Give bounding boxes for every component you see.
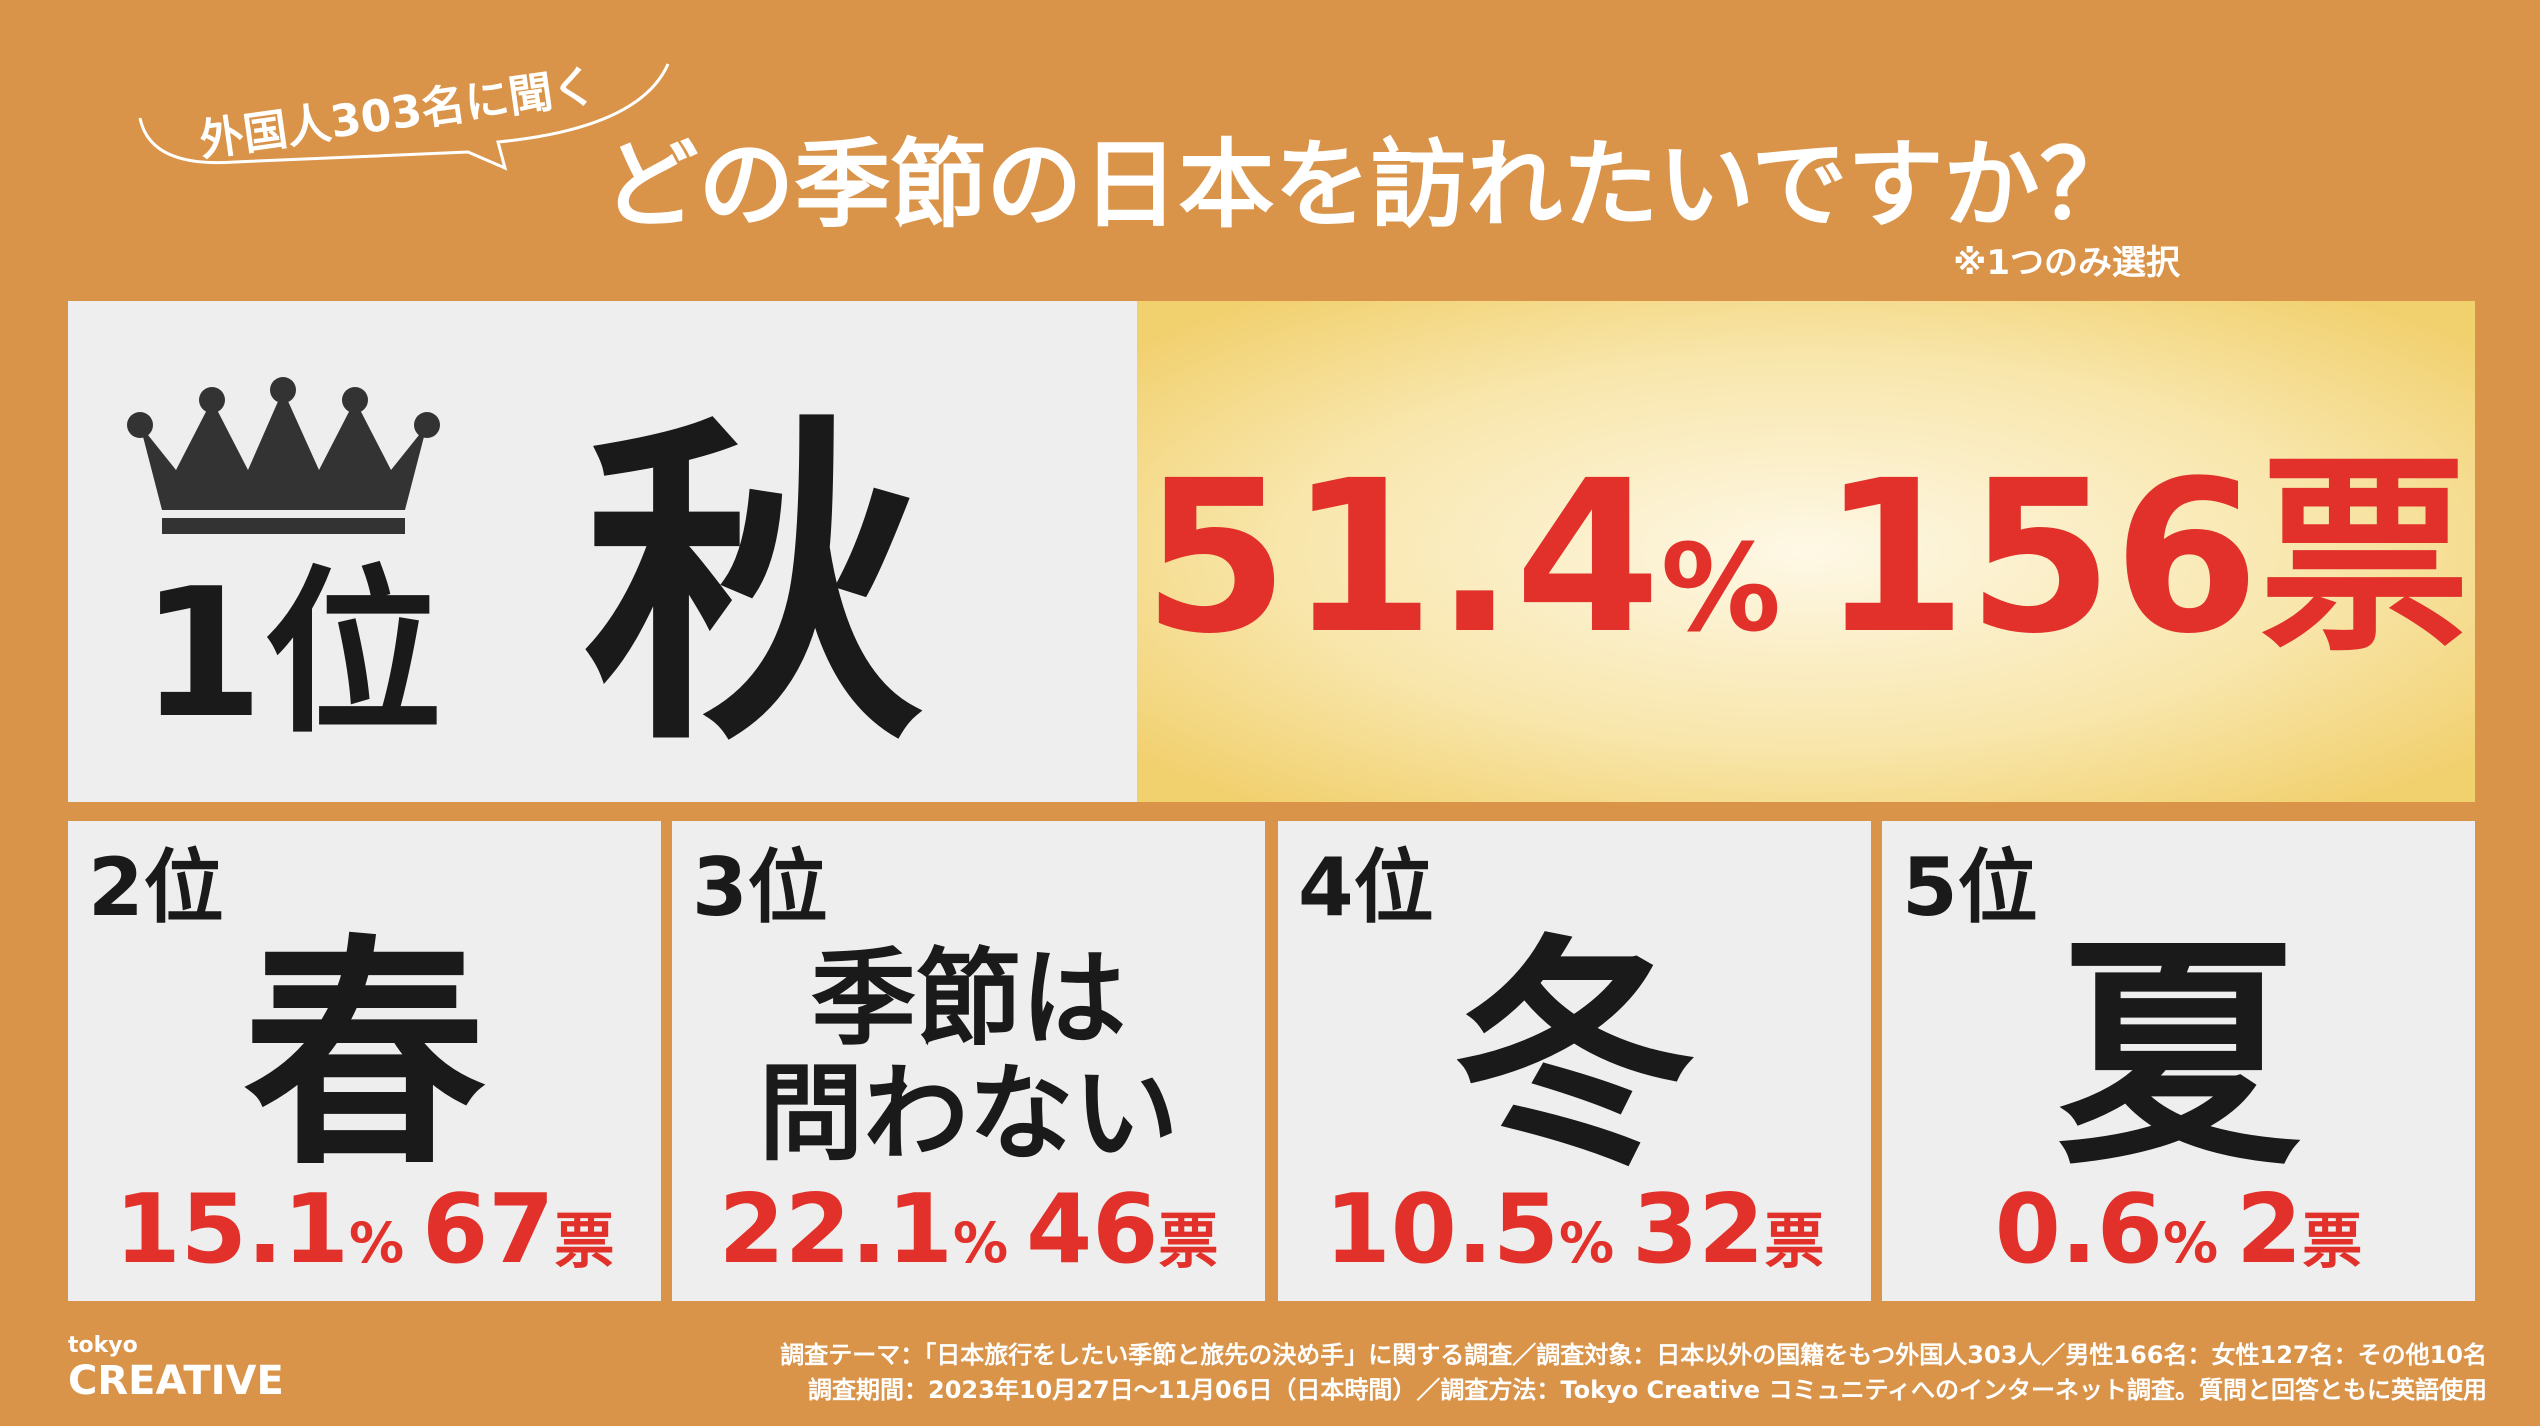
percent: 0.6 [1995,1175,2163,1285]
card [672,821,1265,1301]
season: 冬 [1453,915,1696,1198]
season: 春 [243,915,486,1198]
rank-label: 4位 [1298,841,1434,934]
footer-line: 調査テーマ：「日本旅行をしたい季節と旅先の決め手」に関する調査／調査対象：日本以… [780,1341,2487,1369]
percent: 22.1 [719,1175,953,1285]
season: 夏 [2057,915,2301,1198]
footer-line: 調査期間：2023年10月27日〜11月06日（日本時間）／調査方法：Tokyo… [808,1376,2487,1404]
votes-unit: 票 [2259,435,2469,680]
percent: 10.5 [1325,1175,1559,1285]
votes: 67 [422,1175,554,1285]
percent: 51.4 [1143,435,1661,680]
season: 秋 [583,390,923,786]
votes: 156 [1821,435,2259,680]
logo-small: tokyo [68,1333,138,1358]
top-card [68,301,1137,802]
rank-label: 5位 [1902,841,2038,934]
crown [127,377,440,534]
votes: 32 [1632,1175,1764,1285]
result: 0.6% 2票 [1995,1175,2363,1285]
result: 10.5% 32票 [1325,1175,1825,1285]
result: 22.1% 46票 [719,1175,1219,1285]
speech-bubble [138,63,670,171]
logo-main: CREATIVE [68,1358,284,1404]
rank-label: 2位 [88,841,224,934]
card [68,821,661,1301]
card [1882,821,2475,1301]
percent-unit: % [2163,1211,2218,1275]
percent-unit: % [349,1211,404,1275]
votes-unit: 票 [1158,1207,1218,1277]
season: 季節は [811,938,1126,1060]
percent-unit: % [1661,520,1781,659]
votes-unit: 票 [2302,1207,2362,1277]
season: 問わない [758,1053,1178,1175]
votes-unit: 票 [554,1207,614,1277]
note: ※1つのみ選択 [1953,243,2181,283]
rank-label: 3位 [692,841,828,934]
votes: 46 [1026,1175,1158,1285]
title: どの季節の日本を訪れたいですか？ [602,129,2135,241]
votes: 2 [2236,1175,2302,1285]
card [1278,821,1871,1301]
rank-label: 1位 [140,550,442,757]
votes-unit: 票 [1764,1207,1824,1277]
top-card-highlight [1137,301,2475,802]
percent-unit: % [953,1211,1008,1275]
percent: 15.1 [115,1175,349,1285]
result: 51.4% 156票 [1143,435,2470,680]
result: 15.1% 67票 [115,1175,615,1285]
percent-unit: % [1559,1211,1614,1275]
